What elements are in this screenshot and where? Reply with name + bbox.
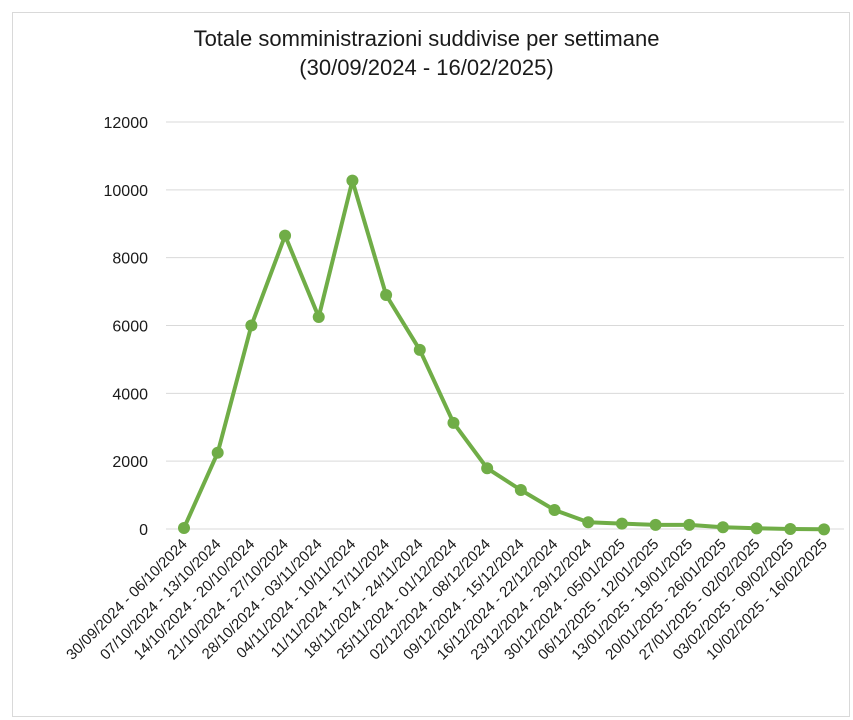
y-tick-label: 2000 bbox=[112, 454, 148, 471]
data-point bbox=[649, 518, 662, 531]
y-tick-label: 12000 bbox=[104, 115, 149, 132]
data-point bbox=[413, 343, 426, 356]
data-point bbox=[818, 523, 830, 536]
data-point bbox=[245, 319, 258, 332]
y-tick-label: 4000 bbox=[112, 386, 148, 403]
data-point bbox=[750, 522, 763, 535]
data-point bbox=[548, 504, 561, 517]
data-point bbox=[279, 229, 292, 242]
data-point bbox=[211, 446, 224, 459]
data-point bbox=[514, 483, 527, 496]
chart-title-block: Totale somministrazioni suddivise per se… bbox=[0, 24, 853, 82]
data-point bbox=[716, 521, 729, 534]
y-tick-label: 8000 bbox=[112, 251, 148, 268]
gridlines bbox=[166, 121, 844, 530]
chart-subtitle: (30/09/2024 - 16/02/2025) bbox=[299, 55, 554, 80]
y-tick-label: 6000 bbox=[112, 319, 148, 336]
data-point bbox=[683, 518, 696, 531]
chart-frame bbox=[12, 12, 850, 717]
data-point bbox=[784, 523, 797, 535]
y-tick-label: 10000 bbox=[104, 183, 149, 200]
y-tick-label: 0 bbox=[139, 522, 148, 539]
data-point bbox=[481, 462, 494, 475]
data-point bbox=[615, 517, 628, 530]
data-point bbox=[582, 516, 595, 529]
series-points bbox=[178, 174, 830, 536]
data-point bbox=[380, 288, 393, 301]
data-point bbox=[312, 311, 325, 324]
y-axis-ticks: 0 2000 4000 6000 8000 10000 12000 bbox=[104, 115, 149, 539]
data-point bbox=[178, 521, 190, 534]
chart-title: Totale somministrazioni suddivise per se… bbox=[193, 26, 660, 51]
data-point bbox=[346, 174, 359, 187]
data-point bbox=[447, 416, 460, 429]
